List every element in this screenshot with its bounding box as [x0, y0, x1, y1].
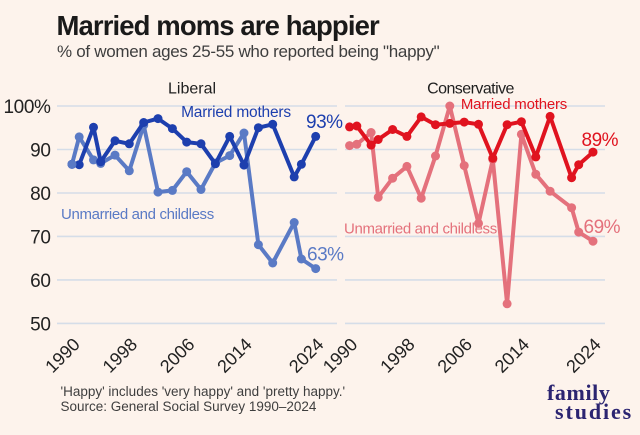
svg-text:89%: 89%: [582, 130, 619, 151]
svg-text:Liberal: Liberal: [168, 81, 216, 98]
svg-text:Married moms are happier: Married moms are happier: [57, 10, 380, 41]
svg-text:Married mothers: Married mothers: [181, 104, 291, 121]
svg-text:69%: 69%: [584, 217, 621, 238]
svg-text:Unmarried and childless: Unmarried and childless: [61, 206, 214, 223]
svg-text:Married mothers: Married mothers: [461, 96, 567, 113]
svg-text:90: 90: [30, 140, 50, 161]
svg-text:100%: 100%: [4, 97, 52, 118]
svg-text:Source: General Social Survey: Source: General Social Survey 1990–2024: [61, 399, 317, 414]
svg-text:Conservative: Conservative: [427, 81, 514, 98]
svg-text:studies: studies: [555, 399, 633, 424]
svg-text:'Happy' includes 'very happy': 'Happy' includes 'very happy' and 'prett…: [61, 384, 346, 399]
svg-text:63%: 63%: [307, 245, 344, 266]
svg-text:80: 80: [30, 184, 50, 205]
svg-text:50: 50: [30, 314, 50, 335]
svg-text:% of women ages 25-55 who repo: % of women ages 25-55 who reported being…: [57, 42, 440, 61]
svg-text:family: family: [547, 380, 610, 405]
svg-text:Unmarried and childless: Unmarried and childless: [344, 221, 497, 238]
svg-text:93%: 93%: [306, 112, 343, 133]
svg-text:60: 60: [30, 271, 50, 292]
svg-text:70: 70: [30, 227, 50, 248]
